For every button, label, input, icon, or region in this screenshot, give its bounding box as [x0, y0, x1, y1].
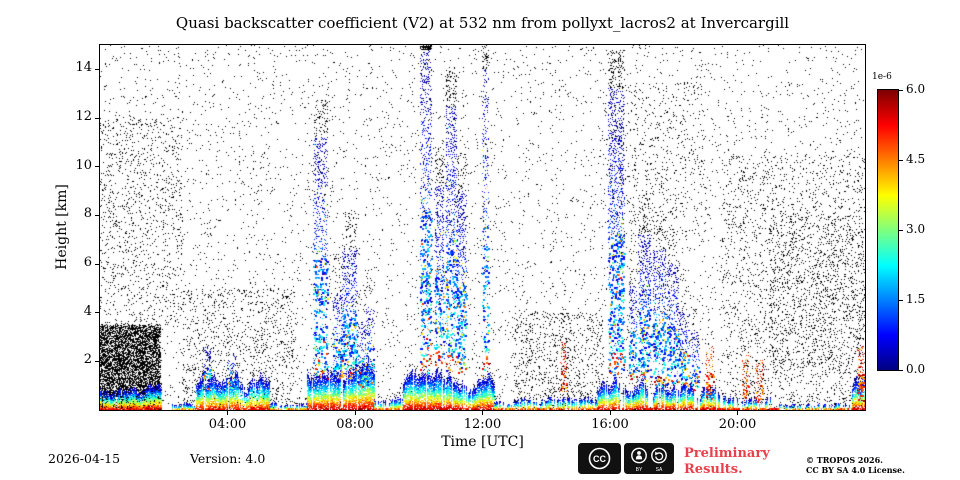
x-tick-mark	[609, 411, 611, 415]
colorbar-tick-mark	[899, 159, 903, 161]
y-tick-label: 8	[83, 206, 92, 222]
y-tick-label: 10	[75, 157, 92, 173]
backscatter-heatmap	[99, 44, 866, 411]
cc-icon: CC	[578, 443, 621, 474]
colorbar-tick-label: 0.0	[906, 362, 926, 376]
y-tick-label: 14	[75, 60, 92, 76]
x-tick-label: 12:00	[463, 417, 502, 432]
cc-license-badges: CC BY SA	[578, 443, 674, 478]
svg-text:BY: BY	[636, 467, 643, 473]
y-tick-mark	[95, 214, 99, 216]
copyright-line: © TROPOS 2026.	[806, 455, 883, 465]
colorbar	[877, 89, 899, 371]
colorbar-scale-label: 1e-6	[872, 72, 892, 82]
measurement-date: 2026-04-15	[48, 451, 121, 466]
x-tick-mark	[227, 411, 228, 415]
colorbar-tick-mark	[899, 89, 903, 91]
version-label: Version: 4.0	[190, 451, 266, 466]
colorbar-tick-mark	[899, 369, 903, 371]
cc-by-sa-icon: BY SA	[624, 443, 674, 474]
x-tick-label: 04:00	[208, 417, 247, 432]
y-tick-label: 4	[83, 303, 92, 319]
y-tick-mark	[95, 360, 99, 362]
plot-title: Quasi backscatter coefficient (V2) at 53…	[175, 14, 790, 32]
colorbar-tick-label: 1.5	[906, 292, 926, 306]
colorbar-tick-mark	[899, 299, 903, 301]
x-tick-mark	[482, 411, 483, 415]
x-tick-mark	[737, 411, 738, 415]
x-tick-mark	[354, 411, 356, 415]
x-tick-label: 16:00	[591, 417, 629, 432]
x-tick-label: 20:00	[718, 417, 757, 432]
x-axis-label: Time [UTC]	[441, 434, 524, 450]
copyright-note: © TROPOS 2026. CC BY SA 4.0 License.	[806, 455, 905, 475]
preliminary-line1: Preliminary	[684, 446, 770, 461]
y-tick-mark	[95, 68, 99, 70]
y-tick-label: 6	[83, 255, 92, 270]
preliminary-line2: Results.	[684, 462, 743, 477]
y-tick-label: 12	[75, 109, 92, 124]
svg-text:SA: SA	[656, 467, 663, 473]
x-tick-label: 08:00	[336, 417, 374, 432]
colorbar-tick-label: 4.5	[906, 152, 926, 166]
y-tick-label: 2	[83, 352, 92, 368]
license-line: CC BY SA 4.0 License.	[806, 465, 905, 475]
y-tick-mark	[95, 312, 99, 314]
y-tick-mark	[95, 117, 99, 119]
y-tick-mark	[95, 166, 99, 168]
colorbar-tick-label: 3.0	[906, 222, 926, 236]
colorbar-tick-label: 6.0	[906, 82, 926, 96]
svg-text:CC: CC	[593, 454, 606, 464]
preliminary-results-note: Preliminary Results.	[684, 446, 770, 478]
colorbar-tick-mark	[899, 229, 903, 231]
y-tick-mark	[95, 263, 99, 265]
